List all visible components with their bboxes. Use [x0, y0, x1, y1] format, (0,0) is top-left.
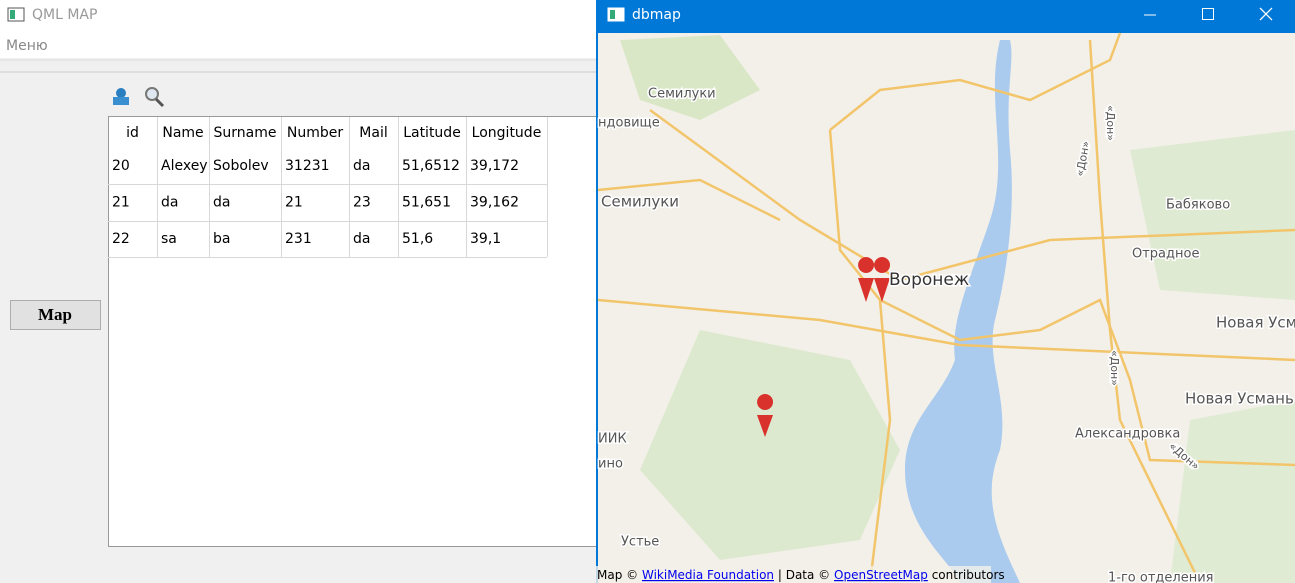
table-cell: 21 — [285, 195, 303, 211]
attribution-bg — [596, 566, 991, 583]
table-cell: Sobolev — [213, 158, 269, 174]
link[interactable]: OpenStreetMap — [834, 568, 928, 582]
link[interactable]: WikiMedia Foundation — [642, 568, 774, 582]
map-button[interactable] — [10, 300, 101, 330]
map-label: Воронеж — [889, 270, 969, 290]
window-title: QML MAP — [32, 7, 97, 23]
toolbar-icon[interactable] — [113, 88, 129, 105]
table-cell: sa — [161, 231, 177, 247]
table-cell: Alexey — [161, 158, 208, 174]
close-button[interactable] — [1259, 7, 1273, 21]
column-header: Surname — [214, 125, 277, 141]
map-label: ИИК — [598, 432, 627, 447]
table-cell: 23 — [353, 195, 371, 211]
map-label: ино — [598, 457, 623, 472]
app-icon — [7, 7, 25, 22]
app-icon — [10, 10, 15, 19]
column-header: id — [126, 125, 139, 141]
attribution-text: Map © — [597, 568, 638, 582]
map-label: Новая Усм — [1216, 314, 1295, 332]
map[interactable] — [597, 32, 1295, 583]
map-label: ндовище — [598, 116, 660, 131]
table-cell: 39,162 — [470, 195, 519, 211]
map-label: Бабяково — [1166, 198, 1230, 213]
column-header: Longitude — [472, 125, 542, 141]
attribution: Map © WikiMedia Foundation | Data © Open… — [597, 568, 1005, 582]
map-label: Семилуки — [648, 87, 716, 102]
map-label: «Дон» — [1108, 350, 1121, 386]
attribution-text: contributors — [932, 568, 1005, 582]
menu-bar — [0, 30, 597, 58]
button-label[interactable]: Map — [38, 305, 72, 324]
table-cell: 231 — [285, 231, 312, 247]
table — [108, 116, 598, 547]
menu-item[interactable]: Меню — [6, 38, 48, 54]
attribution-text: | Data © — [778, 568, 830, 582]
table-cell: da — [353, 231, 370, 247]
table-cell: 21 — [112, 195, 130, 211]
search-icon[interactable] — [145, 87, 165, 108]
maximize-button[interactable] — [1202, 8, 1214, 20]
table-cell: da — [353, 158, 370, 174]
map-label: «Дон» — [1104, 105, 1117, 141]
table-cell: 51,6512 — [402, 158, 460, 174]
column-header: Latitude — [403, 125, 461, 141]
table-cell: 39,172 — [470, 158, 519, 174]
window-title: dbmap — [632, 7, 681, 23]
map-label: Новая Усмань — [1185, 390, 1294, 408]
table-cell: da — [213, 195, 230, 211]
table-cell: 39,1 — [470, 231, 501, 247]
column-header: Number — [287, 125, 343, 141]
table-cell: 22 — [112, 231, 130, 247]
map-label: Александровка — [1075, 427, 1180, 442]
table-cell: 31231 — [285, 158, 330, 174]
app-icon — [610, 10, 615, 19]
map-label: Отрадное — [1132, 247, 1199, 262]
table-cell: 20 — [112, 158, 130, 174]
table-cell: ba — [213, 231, 230, 247]
column-header: Mail — [359, 125, 387, 141]
map-label: Устье — [621, 535, 659, 550]
map-label: 1-го отделения — [1108, 571, 1213, 583]
table-cell: 51,6 — [402, 231, 433, 247]
column-header: Name — [162, 125, 203, 141]
title-bar — [0, 0, 597, 30]
map-label: Семилуки — [601, 193, 679, 211]
table-cell: 51,651 — [402, 195, 451, 211]
table-cell: da — [161, 195, 178, 211]
